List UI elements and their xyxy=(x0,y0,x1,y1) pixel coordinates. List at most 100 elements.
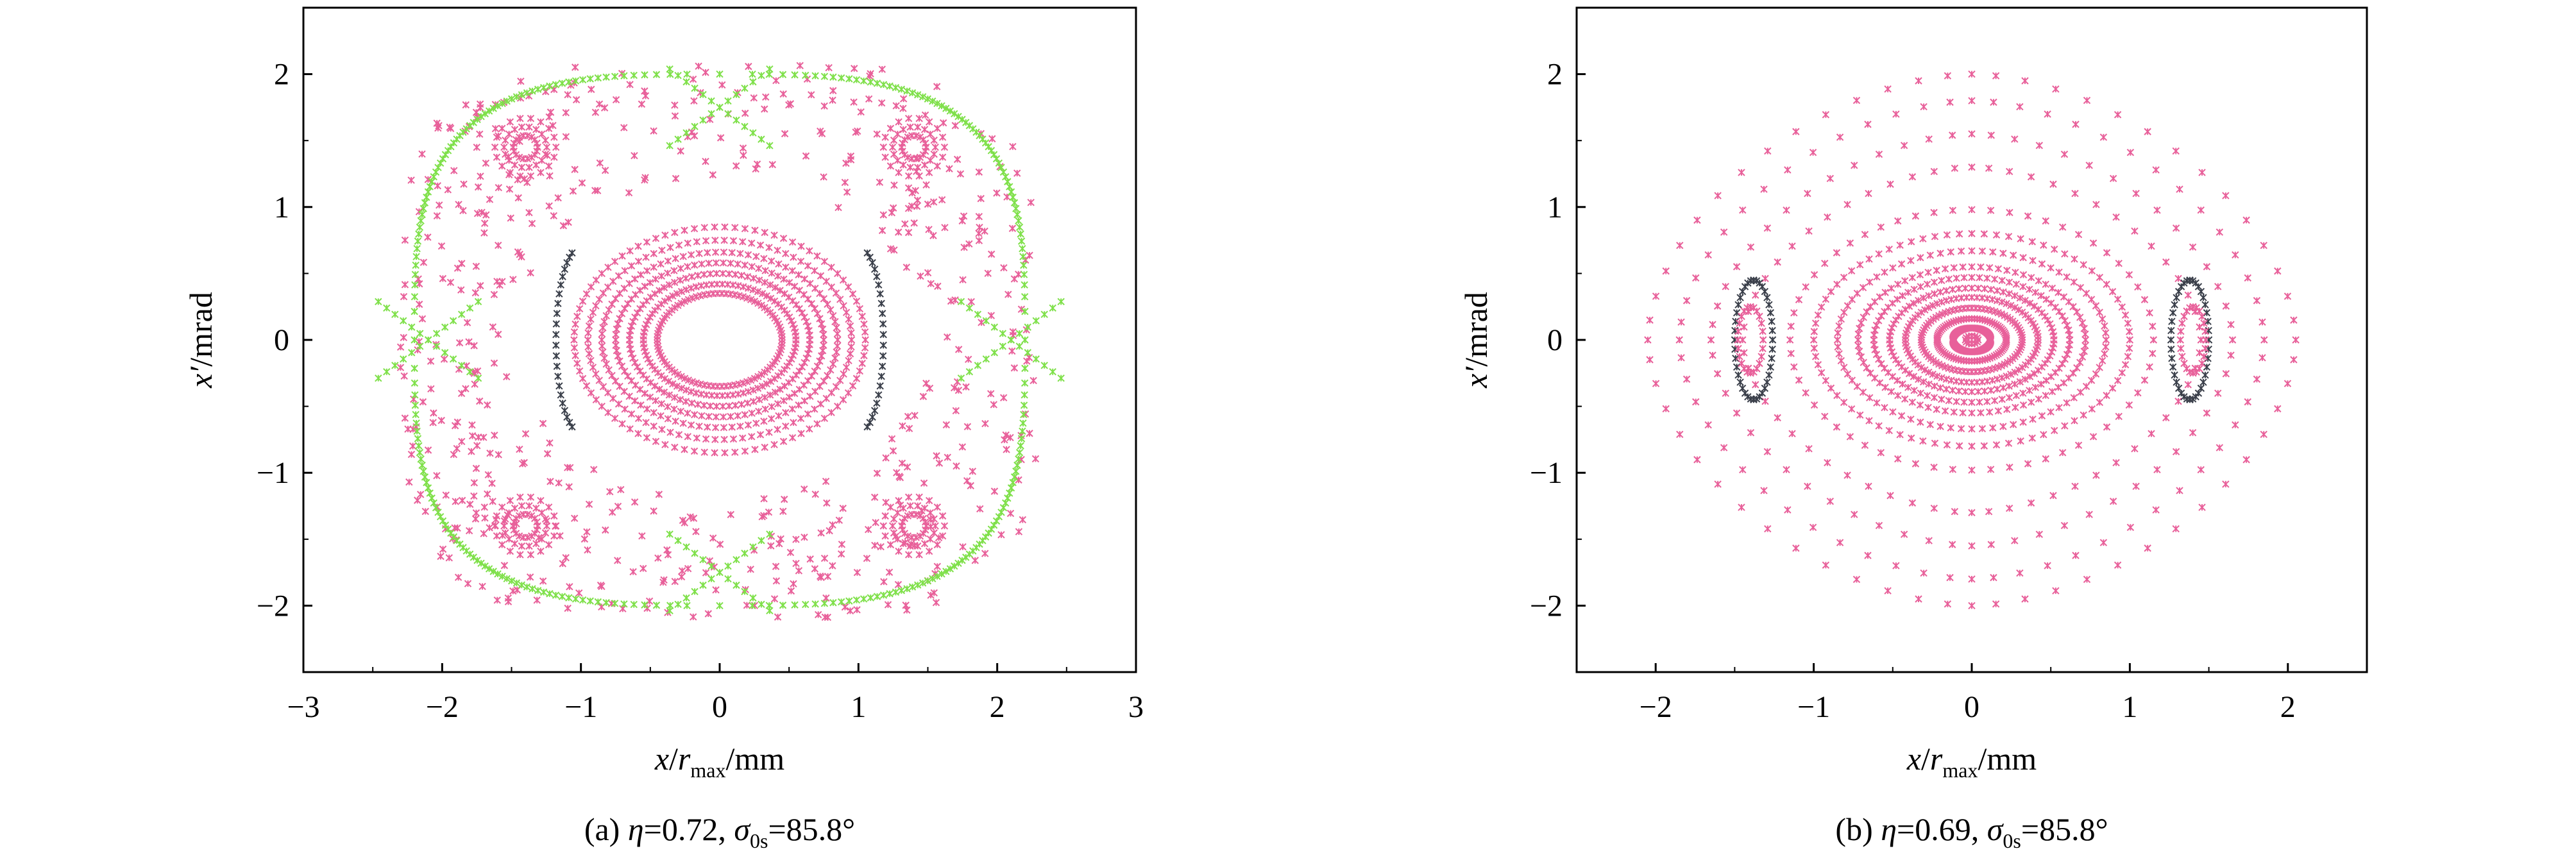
data-point xyxy=(748,239,756,247)
data-point xyxy=(2167,326,2175,335)
data-point xyxy=(945,165,953,173)
data-point xyxy=(804,350,812,358)
data-point xyxy=(1848,376,1856,384)
data-point xyxy=(1734,344,1742,353)
data-point xyxy=(495,451,502,459)
data-point xyxy=(681,298,689,305)
data-point xyxy=(987,250,996,258)
data-point xyxy=(2042,455,2049,463)
data-point xyxy=(860,595,868,603)
data-point xyxy=(1792,544,1800,552)
data-point xyxy=(1854,336,1862,344)
data-point xyxy=(731,271,740,278)
data-point xyxy=(405,478,413,486)
data-point xyxy=(2055,289,2062,296)
data-point xyxy=(506,496,514,505)
data-point xyxy=(493,512,501,520)
data-point xyxy=(1885,426,1893,435)
data-point xyxy=(1733,409,1741,417)
data-point xyxy=(532,504,540,512)
data-point xyxy=(750,94,758,102)
data-point xyxy=(2042,391,2049,400)
data-point xyxy=(930,150,938,158)
data-point xyxy=(892,83,900,92)
data-point xyxy=(1877,223,1885,231)
data-point xyxy=(903,463,911,471)
data-point xyxy=(886,162,895,170)
data-point xyxy=(525,542,533,550)
data-point xyxy=(527,172,535,180)
data-point xyxy=(2082,382,2090,391)
data-point xyxy=(1949,466,1957,473)
data-point xyxy=(779,507,787,516)
data-point xyxy=(982,317,990,325)
data-point xyxy=(886,590,894,598)
data-point xyxy=(697,292,704,299)
data-point xyxy=(416,330,424,337)
data-point xyxy=(650,507,657,515)
data-point xyxy=(2007,301,2015,310)
data-point xyxy=(631,275,639,283)
x-tick-label: 0 xyxy=(712,690,727,724)
data-point xyxy=(857,108,865,116)
data-point xyxy=(2162,258,2170,266)
data-point xyxy=(1896,430,1904,439)
data-point xyxy=(547,478,554,485)
data-point xyxy=(2098,357,2106,365)
data-point xyxy=(446,278,455,287)
data-point xyxy=(1835,350,1843,358)
data-point xyxy=(1911,460,1920,468)
data-point xyxy=(1811,319,1820,327)
data-point xyxy=(684,262,691,271)
data-point xyxy=(2197,466,2205,474)
data-point xyxy=(584,336,592,344)
data-point xyxy=(1976,398,1983,406)
data-point xyxy=(931,143,939,151)
data-point xyxy=(847,343,855,351)
data-point xyxy=(712,586,720,594)
data-point xyxy=(787,587,795,595)
data-point xyxy=(2048,387,2056,396)
data-point xyxy=(459,207,467,215)
data-point xyxy=(1916,401,1924,409)
data-point xyxy=(1032,317,1040,325)
data-point xyxy=(899,504,907,512)
data-point xyxy=(736,422,744,430)
data-point xyxy=(2115,412,2123,421)
data-point xyxy=(1960,398,1968,406)
data-point xyxy=(1017,435,1026,443)
data-point xyxy=(879,522,887,530)
data-point xyxy=(1999,249,2007,257)
data-point xyxy=(902,264,911,271)
data-point xyxy=(1738,503,1745,511)
data-point xyxy=(545,113,553,121)
data-point xyxy=(539,588,548,596)
data-point xyxy=(1763,224,1772,232)
data-point xyxy=(840,302,847,310)
data-point xyxy=(872,519,879,527)
data-point xyxy=(1003,446,1010,453)
data-point xyxy=(1739,466,1747,474)
data-point xyxy=(493,153,501,161)
data-point xyxy=(429,419,437,426)
data-point xyxy=(762,93,770,101)
data-point xyxy=(620,72,628,80)
data-point xyxy=(2074,231,2083,239)
data-point xyxy=(1957,247,1965,255)
data-point xyxy=(890,181,898,189)
data-point xyxy=(1840,308,1848,316)
data-point xyxy=(2102,329,2110,337)
data-point xyxy=(1989,424,1997,432)
data-point xyxy=(475,397,484,405)
data-point xyxy=(853,606,861,614)
data-point xyxy=(409,442,417,450)
data-point xyxy=(881,133,889,141)
data-point xyxy=(437,552,445,561)
data-point xyxy=(2125,328,2133,335)
data-point xyxy=(873,273,881,281)
data-point xyxy=(2092,370,2100,378)
data-point xyxy=(1817,303,1826,311)
data-point xyxy=(2124,319,2132,327)
data-point xyxy=(915,114,923,122)
data-point xyxy=(898,459,906,467)
